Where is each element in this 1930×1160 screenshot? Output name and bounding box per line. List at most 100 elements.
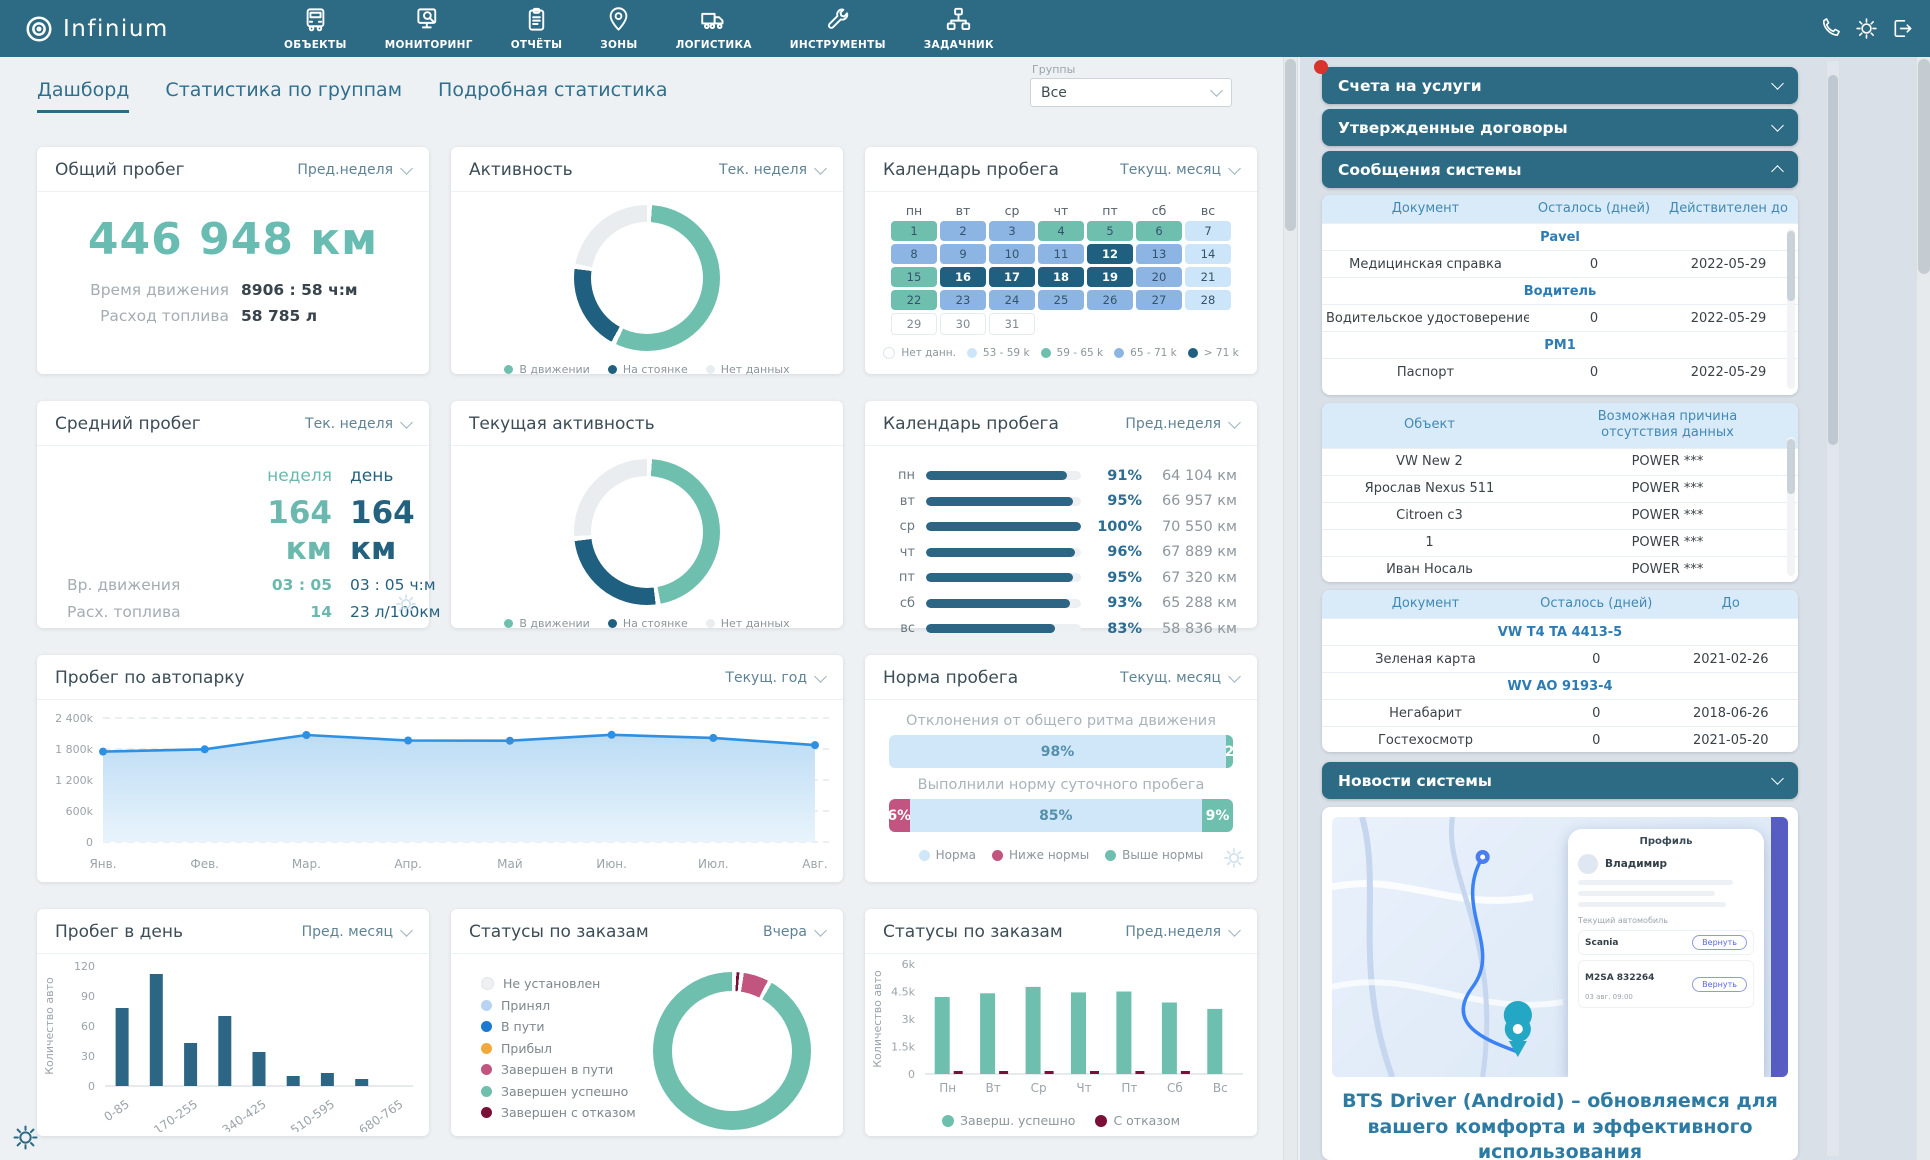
news-article-title[interactable]: BTS Driver (Android) – обновляемся для в… bbox=[1340, 1089, 1780, 1160]
calendar-day[interactable]: 6 bbox=[1136, 221, 1182, 241]
calendar-day[interactable]: 15 bbox=[891, 267, 937, 287]
table-row[interactable]: Citroen c3POWER *** bbox=[1322, 502, 1798, 529]
calendar-day[interactable]: 21 bbox=[1185, 267, 1231, 287]
calendar-day[interactable]: 2 bbox=[940, 221, 986, 241]
table-scrollbar[interactable] bbox=[1787, 229, 1795, 389]
calendar-day[interactable]: 13 bbox=[1136, 244, 1182, 264]
panel-messages[interactable]: Сообщения системы bbox=[1322, 151, 1798, 188]
calendar-day[interactable]: 17 bbox=[989, 267, 1035, 287]
settings-icon[interactable] bbox=[1855, 17, 1878, 40]
main-scrollbar[interactable] bbox=[1283, 57, 1298, 1160]
card-average-mileage: Средний пробег Тек. неделя неделя день 1… bbox=[37, 401, 429, 628]
table-row[interactable]: VW New 2POWER *** bbox=[1322, 448, 1798, 475]
return-button[interactable]: Вернуть bbox=[1692, 935, 1747, 950]
period-selector[interactable]: Пред.неделя bbox=[1125, 416, 1239, 432]
activity-donut-chart[interactable] bbox=[574, 205, 720, 351]
fleet-mileage-area-chart[interactable]: 0600k1 200k1 800k2 400kЯнв.Фев.Мар.Апр.М… bbox=[37, 700, 843, 882]
sidebar-scrollbar[interactable] bbox=[1826, 61, 1840, 1156]
calendar-day[interactable]: 30 bbox=[940, 313, 986, 335]
period-selector[interactable]: Тек. неделя bbox=[305, 416, 411, 432]
table-scrollbar[interactable] bbox=[1787, 437, 1795, 576]
calendar-day[interactable]: 3 bbox=[989, 221, 1035, 241]
main-scrollbar-thumb[interactable] bbox=[1285, 59, 1296, 231]
order-statuses-donut-chart[interactable] bbox=[653, 972, 811, 1130]
table-header: Документ bbox=[1322, 590, 1529, 619]
calendar-day[interactable]: 25 bbox=[1038, 290, 1084, 310]
nav-item-tasks[interactable]: ЗАДАЧНИК bbox=[924, 6, 994, 51]
calendar-day[interactable]: 20 bbox=[1136, 267, 1182, 287]
tab-1[interactable]: Статистика по группам bbox=[165, 79, 402, 113]
calendar-day[interactable]: 11 bbox=[1038, 244, 1084, 264]
period-selector[interactable]: Тек. неделя bbox=[719, 162, 825, 178]
calendar-day[interactable]: 28 bbox=[1185, 290, 1231, 310]
calendar-day[interactable]: 29 bbox=[891, 313, 937, 335]
nav-item-monitoring[interactable]: МОНИТОРИНГ bbox=[385, 6, 473, 51]
calendar-day[interactable]: 22 bbox=[891, 290, 937, 310]
panel-news[interactable]: Новости системы bbox=[1322, 762, 1798, 799]
panel-invoices[interactable]: Счета на услуги bbox=[1322, 67, 1798, 104]
calendar-day[interactable]: 7 bbox=[1185, 221, 1231, 241]
calendar-day[interactable]: 27 bbox=[1136, 290, 1182, 310]
calendar-day[interactable]: 24 bbox=[989, 290, 1035, 310]
calendar-day[interactable]: 26 bbox=[1087, 290, 1133, 310]
legend-item: Выше нормы bbox=[1105, 848, 1203, 862]
svg-text:2 400k: 2 400k bbox=[55, 712, 93, 725]
daily-mileage-bar-chart[interactable]: 03060901200-85170-255340-425510-595680-7… bbox=[37, 954, 429, 1136]
calendar-day[interactable]: 8 bbox=[891, 244, 937, 264]
calendar-day[interactable]: 23 bbox=[940, 290, 986, 310]
table-row[interactable]: Негабарит02018-06-26 bbox=[1322, 700, 1798, 727]
tab-0[interactable]: Дашборд bbox=[37, 79, 129, 113]
table-row[interactable]: Водительское удостоверение02022-05-29 bbox=[1322, 305, 1798, 332]
infinium-logo[interactable]: Infinium bbox=[24, 14, 262, 44]
period-selector[interactable]: Пред.неделя bbox=[297, 162, 411, 178]
period-selector[interactable]: Текущ. месяц bbox=[1120, 162, 1239, 178]
calendar-day[interactable]: 14 bbox=[1185, 244, 1231, 264]
page-scrollbar[interactable] bbox=[1916, 57, 1930, 1160]
calendar-day[interactable]: 1 bbox=[891, 221, 937, 241]
groups-select[interactable]: Все bbox=[1030, 78, 1232, 107]
table-row[interactable]: 1POWER *** bbox=[1322, 529, 1798, 556]
table-row[interactable]: Иван НосальPOWER *** bbox=[1322, 556, 1798, 582]
period-selector[interactable]: Текущ. месяц bbox=[1120, 670, 1239, 686]
calendar-day[interactable]: 9 bbox=[940, 244, 986, 264]
table-row[interactable]: Гостехосмотр02021-05-20 bbox=[1322, 727, 1798, 752]
period-selector[interactable]: Текущ. год bbox=[725, 670, 825, 686]
calendar-day[interactable]: 5 bbox=[1087, 221, 1133, 241]
panel-contracts[interactable]: Утвержденные договоры bbox=[1322, 109, 1798, 146]
period-selector[interactable]: Пред. месяц bbox=[302, 924, 411, 940]
nav-item-vehicle[interactable]: ОБЪЕКТЫ bbox=[284, 6, 347, 51]
stat-label: Расход топлива bbox=[37, 307, 229, 325]
order-statuses-bar-chart[interactable]: 01.5k3k4.5k6kПнВтСрЧтПтСбВсКоличество ав… bbox=[865, 954, 1257, 1111]
calendar-day[interactable]: 12 bbox=[1087, 244, 1133, 264]
logout-icon[interactable] bbox=[1891, 17, 1914, 40]
news-image[interactable]: Профиль Владимир Текущий автомобиль Scan… bbox=[1332, 817, 1788, 1077]
settings-gear-button[interactable] bbox=[12, 1124, 39, 1155]
phone-icon[interactable] bbox=[1819, 17, 1842, 40]
calendar-day[interactable]: 19 bbox=[1087, 267, 1133, 287]
card-settings-gear-icon[interactable] bbox=[395, 593, 417, 619]
main-content: Дашборд Статистика по группам Подробная ст… bbox=[0, 57, 1283, 1160]
nav-item-reports[interactable]: ОТЧЁТЫ bbox=[511, 6, 563, 51]
table-row[interactable]: Зеленая карта02021-02-26 bbox=[1322, 646, 1798, 673]
tab-2[interactable]: Подробная статистика bbox=[438, 79, 668, 113]
calendar-day[interactable]: 18 bbox=[1038, 267, 1084, 287]
current-activity-donut-chart[interactable] bbox=[574, 459, 720, 605]
nav-item-logistics[interactable]: ЛОГИСТИКА bbox=[676, 6, 752, 51]
return-button[interactable]: Вернуть bbox=[1692, 977, 1747, 992]
calendar-day[interactable]: 10 bbox=[989, 244, 1035, 264]
calendar-weekday: сб bbox=[1136, 198, 1182, 221]
table-row[interactable]: Ярослав Nexus 511POWER *** bbox=[1322, 475, 1798, 502]
period-selector[interactable]: Пред.неделя bbox=[1125, 924, 1239, 940]
nav-item-zones[interactable]: ЗОНЫ bbox=[600, 6, 637, 51]
calendar-day[interactable]: 16 bbox=[940, 267, 986, 287]
sidebar-scrollbar-thumb[interactable] bbox=[1828, 75, 1838, 445]
calendar-day[interactable]: 4 bbox=[1038, 221, 1084, 241]
card-settings-gear-icon[interactable] bbox=[1223, 847, 1245, 873]
page-scrollbar-thumb[interactable] bbox=[1918, 59, 1930, 274]
table-row[interactable]: Медицинская справка02022-05-29 bbox=[1322, 251, 1798, 278]
period-selector[interactable]: Вчера bbox=[763, 924, 825, 940]
table-group-row: Pavel bbox=[1322, 224, 1798, 251]
nav-item-tools[interactable]: ИНСТРУМЕНТЫ bbox=[790, 6, 886, 51]
table-row[interactable]: Паспорт02022-05-29 bbox=[1322, 359, 1798, 386]
calendar-day[interactable]: 31 bbox=[989, 313, 1035, 335]
